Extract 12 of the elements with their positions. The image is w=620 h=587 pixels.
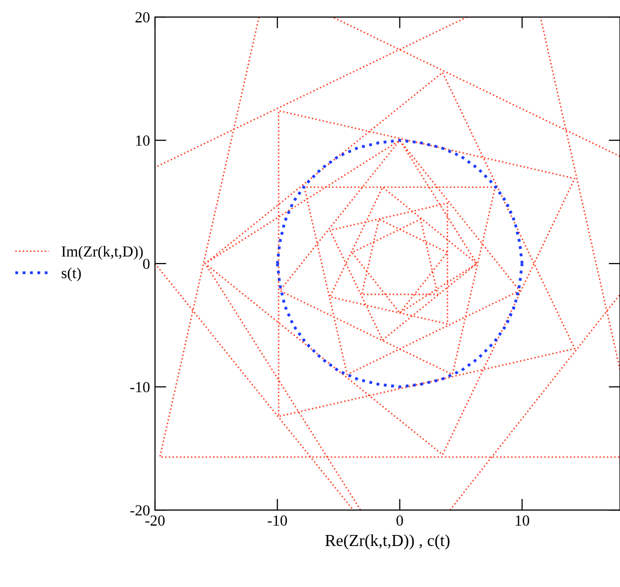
x-tick-label: 0 [396, 515, 403, 526]
legend-label: Im(Zr(k,t,D)) [62, 246, 143, 260]
legend-label: s(t) [62, 267, 81, 282]
y-tick-label: 20 [136, 12, 150, 22]
x-tick-label: -10 [268, 515, 287, 526]
x-axis-title: Re(Zr(k,t,D)) , c(t) [325, 534, 450, 550]
y-tick-label: -20 [130, 505, 150, 516]
x-tick-label: -20 [145, 515, 165, 526]
y-tick-label: -10 [130, 382, 150, 392]
y-tick-label: 0 [143, 258, 150, 270]
y-tick-label: 10 [136, 135, 150, 146]
x-tick-label: 10 [516, 515, 530, 526]
